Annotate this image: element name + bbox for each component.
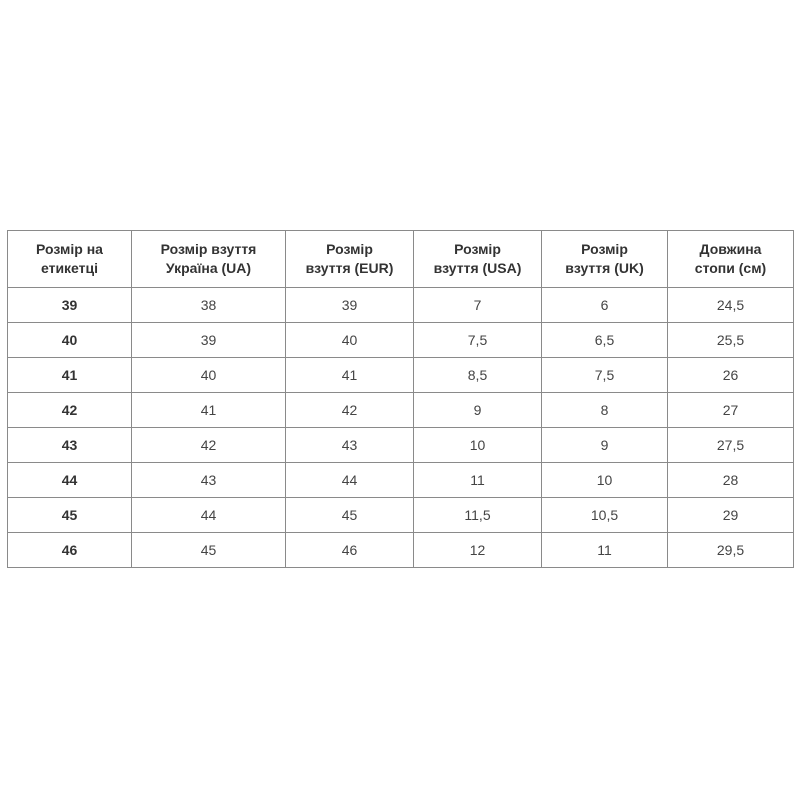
cell-ua-size: 45: [131, 532, 286, 568]
column-header-label-size: Розмір на етикетці: [7, 230, 132, 288]
header-line: Розмір: [326, 241, 373, 257]
header-line: Розмір на: [36, 241, 103, 257]
cell-uk-size: 6,5: [541, 322, 668, 358]
cell-foot-length: 29: [667, 497, 794, 533]
cell-usa-size: 11,5: [413, 497, 542, 533]
table-row: 39 38 39 7 6 24,5: [7, 287, 794, 323]
cell-label-size: 43: [7, 427, 132, 463]
cell-eur-size: 42: [285, 392, 414, 428]
cell-eur-size: 45: [285, 497, 414, 533]
cell-usa-size: 11: [413, 462, 542, 498]
cell-foot-length: 29,5: [667, 532, 794, 568]
cell-foot-length: 26: [667, 357, 794, 393]
cell-usa-size: 8,5: [413, 357, 542, 393]
cell-eur-size: 41: [285, 357, 414, 393]
header-line: Україна (UA): [165, 260, 252, 276]
header-line: етикетці: [40, 260, 99, 276]
cell-label-size: 40: [7, 322, 132, 358]
cell-uk-size: 10: [541, 462, 668, 498]
cell-ua-size: 41: [131, 392, 286, 428]
size-chart-table: Розмір на етикетці Розмір взуття Україна (U…: [7, 230, 794, 568]
column-header-ua-size: Розмір взуття Україна (UA): [131, 230, 286, 288]
cell-usa-size: 12: [413, 532, 542, 568]
cell-foot-length: 27,5: [667, 427, 794, 463]
cell-ua-size: 40: [131, 357, 286, 393]
table-row: 40 39 40 7,5 6,5 25,5: [7, 322, 794, 358]
cell-ua-size: 39: [131, 322, 286, 358]
cell-ua-size: 42: [131, 427, 286, 463]
table-row: 45 44 45 11,5 10,5 29: [7, 497, 794, 533]
header-line: Довжина: [699, 241, 762, 257]
cell-uk-size: 7,5: [541, 357, 668, 393]
column-header-eur-size: Розмір взуття (EUR): [285, 230, 414, 288]
cell-label-size: 42: [7, 392, 132, 428]
cell-uk-size: 9: [541, 427, 668, 463]
column-header-foot-length: Довжина стопи (см): [667, 230, 794, 288]
cell-label-size: 45: [7, 497, 132, 533]
header-row: Розмір на етикетці Розмір взуття Україна (U…: [7, 230, 794, 288]
cell-uk-size: 10,5: [541, 497, 668, 533]
cell-usa-size: 9: [413, 392, 542, 428]
table-row: 41 40 41 8,5 7,5 26: [7, 357, 794, 393]
table-row: 46 45 46 12 11 29,5: [7, 532, 794, 568]
cell-label-size: 41: [7, 357, 132, 393]
header-line: взуття (EUR): [305, 260, 394, 276]
cell-usa-size: 10: [413, 427, 542, 463]
cell-ua-size: 43: [131, 462, 286, 498]
header-line: взуття (USA): [433, 260, 522, 276]
cell-eur-size: 40: [285, 322, 414, 358]
column-header-usa-size: Розмір взуття (USA): [413, 230, 542, 288]
header-line: Розмір взуття: [160, 241, 257, 257]
cell-uk-size: 8: [541, 392, 668, 428]
cell-eur-size: 44: [285, 462, 414, 498]
header-line: взуття (UK): [565, 260, 644, 276]
cell-foot-length: 27: [667, 392, 794, 428]
cell-usa-size: 7,5: [413, 322, 542, 358]
cell-label-size: 46: [7, 532, 132, 568]
cell-foot-length: 24,5: [667, 287, 794, 323]
cell-eur-size: 39: [285, 287, 414, 323]
table-row: 43 42 43 10 9 27,5: [7, 427, 794, 463]
cell-foot-length: 25,5: [667, 322, 794, 358]
cell-ua-size: 44: [131, 497, 286, 533]
header-line: Розмір: [581, 241, 628, 257]
cell-eur-size: 46: [285, 532, 414, 568]
header-line: Розмір: [454, 241, 501, 257]
cell-label-size: 44: [7, 462, 132, 498]
column-header-uk-size: Розмір взуття (UK): [541, 230, 668, 288]
cell-label-size: 39: [7, 287, 132, 323]
header-line: стопи (см): [694, 260, 767, 276]
cell-usa-size: 7: [413, 287, 542, 323]
cell-uk-size: 6: [541, 287, 668, 323]
cell-uk-size: 11: [541, 532, 668, 568]
table-row: 44 43 44 11 10 28: [7, 462, 794, 498]
table-row: 42 41 42 9 8 27: [7, 392, 794, 428]
cell-eur-size: 43: [285, 427, 414, 463]
cell-foot-length: 28: [667, 462, 794, 498]
cell-ua-size: 38: [131, 287, 286, 323]
